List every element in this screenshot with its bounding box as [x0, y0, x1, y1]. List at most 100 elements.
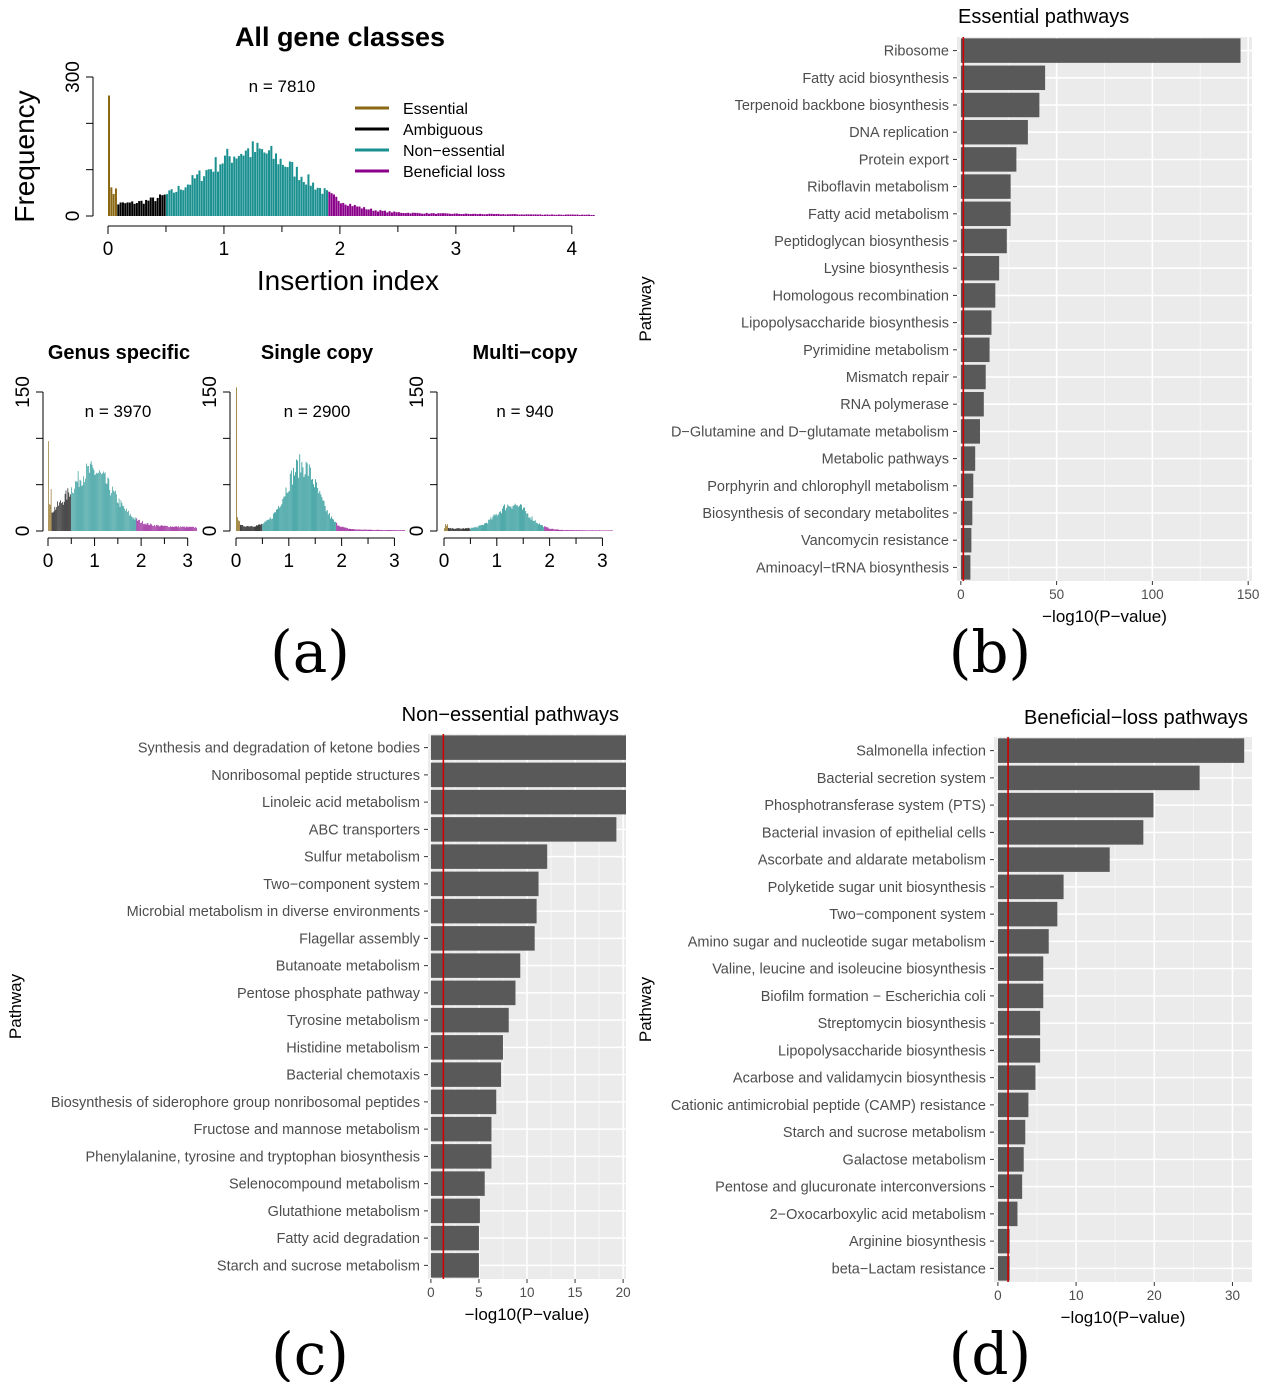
- histogram-bar: [578, 530, 579, 531]
- histogram-bar: [382, 530, 384, 531]
- histogram-bar: [327, 514, 329, 531]
- histogram-bar: [169, 527, 170, 531]
- pathway-bar: [960, 255, 1000, 281]
- histogram-bar: [156, 197, 159, 216]
- histogram-bar: [516, 214, 519, 216]
- histogram-genus-specific: Genus specific n = 3970 0 150 0 1 2 3: [13, 342, 197, 572]
- histogram-bar: [188, 527, 190, 531]
- histogram-bar: [359, 529, 361, 531]
- histogram-bar: [113, 490, 114, 531]
- pathway-bar: [430, 898, 537, 924]
- histogram-bar: [508, 505, 510, 531]
- pathway-bar: [430, 1253, 479, 1278]
- histogram-bar: [147, 200, 150, 216]
- histogram-bar: [555, 529, 557, 531]
- histogram-bar: [583, 214, 586, 216]
- histogram-bar: [394, 530, 396, 531]
- y-tick-label: 150: [407, 376, 428, 408]
- y-tick-label: 0: [200, 526, 221, 537]
- histogram-bar: [564, 214, 567, 216]
- pathway-label: Selenocompound metabolism: [229, 1177, 420, 1193]
- histogram-bar: [516, 505, 518, 531]
- histogram-bar: [170, 189, 173, 216]
- histogram-bar: [325, 511, 327, 531]
- histogram-bar: [251, 141, 254, 216]
- histogram-bar: [360, 529, 362, 531]
- histogram-bar: [152, 525, 153, 531]
- histogram-bar: [241, 525, 243, 531]
- histogram-bar: [354, 529, 356, 531]
- histogram-bar: [167, 526, 168, 531]
- pathway-bar: [960, 391, 984, 417]
- histogram-bar: [562, 529, 564, 531]
- histogram-bar: [154, 524, 155, 531]
- histogram-bar: [524, 507, 526, 531]
- histogram-bar: [262, 524, 264, 531]
- histogram-bar: [356, 529, 358, 531]
- histogram-bar: [520, 214, 523, 216]
- histogram-bar: [123, 506, 125, 531]
- histogram-bar: [309, 467, 311, 531]
- histogram-bar: [539, 523, 540, 531]
- histogram-bar: [277, 164, 280, 216]
- pathway-bar: [430, 1171, 485, 1196]
- histogram-bar: [244, 526, 246, 531]
- x-tick-label: 0: [231, 551, 242, 572]
- histogram-bar: [248, 526, 250, 531]
- histogram-bar: [332, 518, 333, 531]
- histogram-bar: [460, 214, 463, 216]
- n-label: n = 940: [496, 402, 553, 421]
- pathway-bar: [430, 789, 626, 815]
- histogram-bar: [247, 148, 250, 216]
- histogram-bar: [473, 527, 475, 531]
- histogram-bar: [584, 530, 586, 531]
- histogram-bar: [582, 530, 584, 531]
- histogram-bar: [568, 530, 570, 531]
- histogram-bar: [464, 528, 465, 531]
- histogram-bar: [75, 481, 76, 531]
- pathway-label: Streptomycin biosynthesis: [818, 1016, 986, 1032]
- histogram-bar: [228, 156, 231, 216]
- histogram-bar: [118, 498, 120, 531]
- histogram-bar: [486, 214, 489, 216]
- histogram-bar: [259, 524, 260, 531]
- histogram-bar: [244, 150, 247, 216]
- histogram-bar: [159, 526, 161, 531]
- histogram-bar: [533, 521, 535, 531]
- histogram-bar: [523, 507, 524, 531]
- histogram-bar: [448, 527, 449, 531]
- histogram-bar: [392, 530, 394, 531]
- histogram-bar: [560, 529, 561, 531]
- x-axis-title: −log10(P−value): [1061, 1308, 1186, 1327]
- histogram-bar: [452, 527, 454, 531]
- histogram-bar: [299, 454, 301, 531]
- pathway-bar: [430, 1035, 503, 1060]
- pathway-label: 2−Oxocarboxylic acid metabolism: [770, 1207, 986, 1223]
- histogram-bar: [239, 521, 240, 531]
- pathway-bar: [960, 92, 1040, 118]
- histogram-bar: [423, 213, 426, 216]
- histogram-bar: [542, 525, 543, 531]
- histogram-bar: [346, 205, 349, 216]
- y-axis-title: Frequency: [9, 90, 40, 222]
- pathway-bar: [997, 1228, 1010, 1254]
- x-tick-label: 50: [1049, 587, 1064, 602]
- histogram-bar: [540, 525, 541, 531]
- histogram-bar: [496, 515, 498, 531]
- histogram-bar: [121, 202, 124, 216]
- histogram-bar: [173, 527, 175, 531]
- pathway-label: Vancomycin resistance: [801, 533, 949, 549]
- histogram-bar: [310, 479, 312, 531]
- histogram-bar: [498, 512, 500, 531]
- pathway-label: Two−component system: [829, 907, 986, 923]
- histogram-bar: [545, 526, 547, 531]
- pathway-label: Phenylalanine, tyrosine and tryptophan b…: [85, 1149, 420, 1165]
- histogram-bar: [445, 523, 446, 531]
- histogram-bar: [527, 513, 529, 531]
- histogram-bar: [242, 524, 244, 531]
- pathway-label: Peptidoglycan biosynthesis: [774, 234, 949, 250]
- histogram-bar: [61, 503, 62, 531]
- histogram-bar: [57, 501, 58, 531]
- histogram-bar: [284, 166, 287, 216]
- histogram-bar: [301, 461, 303, 531]
